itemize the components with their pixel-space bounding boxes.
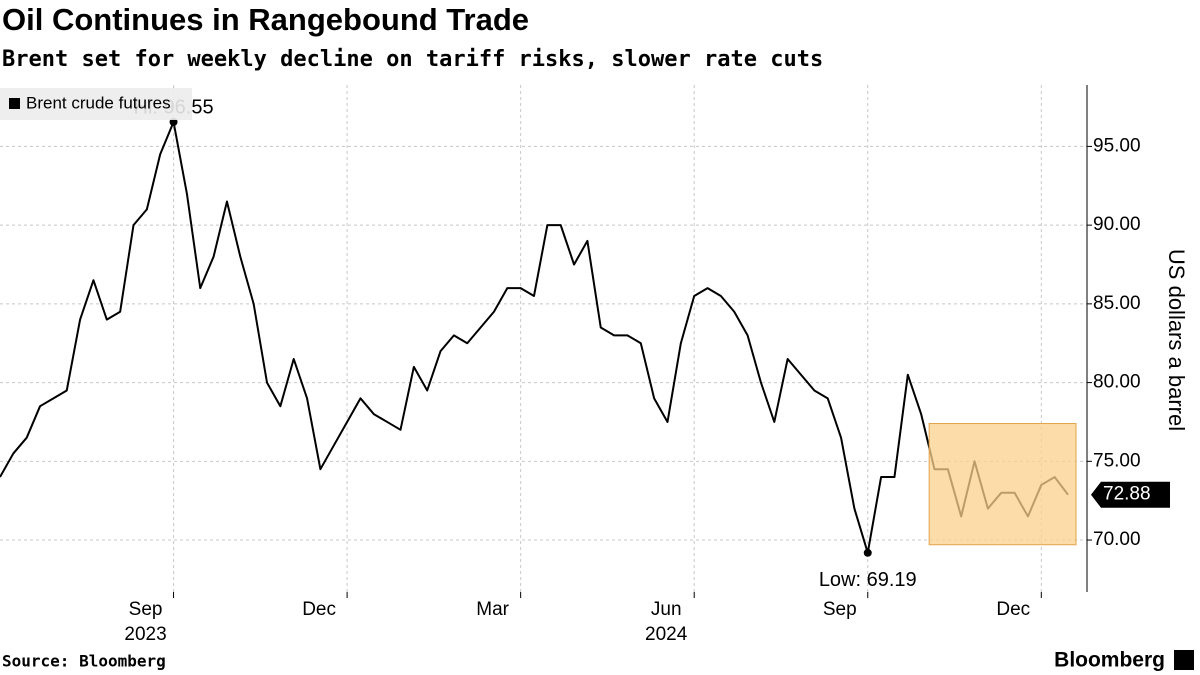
last-value-label: 72.88 [1103, 484, 1151, 505]
legend-bg [0, 88, 192, 120]
source: Source: Bloomberg [2, 652, 166, 671]
x-tick-label: Sep [823, 599, 857, 620]
low-label: Low: 69.19 [819, 569, 917, 591]
x-tick-label: Dec [996, 599, 1030, 620]
brand-icon [1174, 650, 1194, 670]
y-tick-label: 95.00 [1093, 135, 1141, 156]
low-marker [863, 548, 872, 557]
y-tick-label: 75.00 [1093, 450, 1141, 471]
y-axis-label: US dollars a barrel [1164, 249, 1189, 431]
highlight-box [928, 423, 1077, 546]
y-tick-label: 90.00 [1093, 214, 1141, 235]
chart-subtitle: Brent set for weekly decline on tariff r… [2, 47, 823, 72]
brand: Bloomberg [1054, 649, 1165, 672]
y-tick-label: 85.00 [1093, 293, 1141, 314]
x-tick-label: Mar [476, 599, 509, 620]
price-line [0, 121, 1069, 554]
y-tick-label: 70.00 [1093, 529, 1141, 550]
high-marker [169, 118, 178, 127]
legend-swatch [9, 98, 20, 109]
last-value-tag [1091, 481, 1170, 508]
y-tick-label: 80.00 [1093, 372, 1141, 393]
x-tick-label: Dec [302, 599, 336, 620]
legend-label: Brent crude futures [26, 93, 171, 112]
x-tick-label: Sep 2023 [124, 599, 166, 645]
x-tick-label: Jun 2024 [645, 599, 688, 645]
chart-title: Oil Continues in Rangebound Trade [2, 2, 529, 37]
